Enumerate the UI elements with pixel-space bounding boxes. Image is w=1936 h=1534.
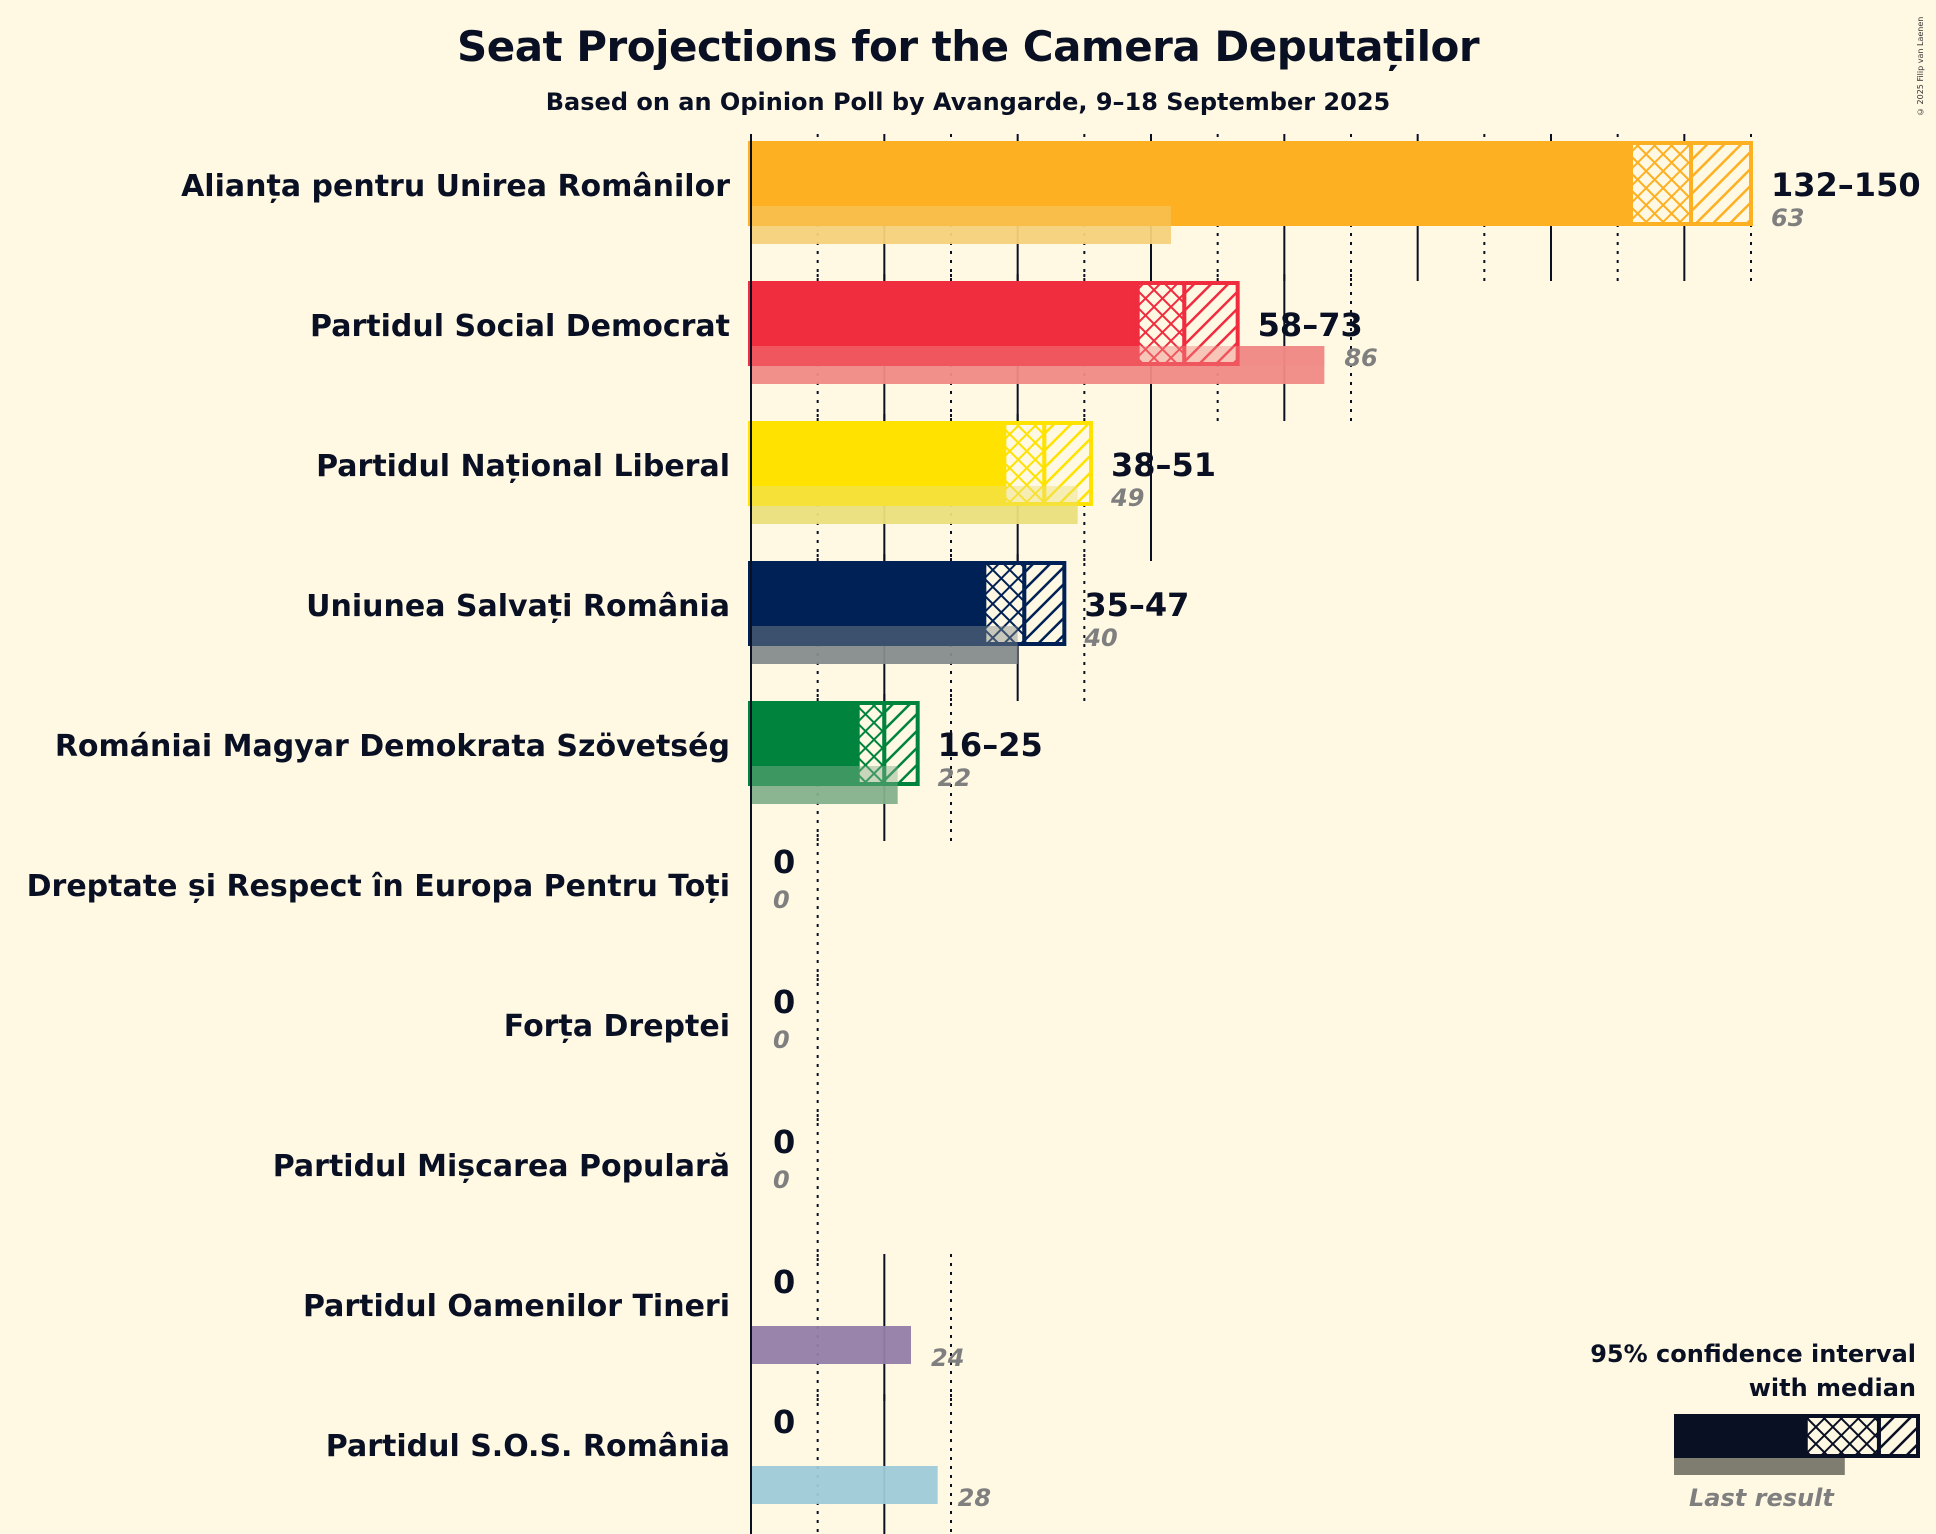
- ci-upper-hatch: [1182, 281, 1240, 366]
- party-label: Uniunea Salvați România: [306, 589, 730, 624]
- range-label: 0: [773, 1123, 795, 1161]
- range-label: 38–51: [1111, 446, 1216, 484]
- party-label: Partidul Național Liberal: [316, 449, 730, 484]
- last-result-bar: [751, 1466, 938, 1504]
- last-result-label: 63: [1771, 204, 1804, 232]
- range-label: 0: [773, 843, 795, 881]
- party-label: Forța Dreptei: [504, 1009, 730, 1044]
- labels: Alianța pentru Unirea Românilor 132–15063…: [27, 166, 1921, 1512]
- ci-lower-crosshatch: [1629, 141, 1693, 226]
- chart-subtitle: Based on an Opinion Poll by Avangarde, 9…: [545, 88, 1391, 116]
- party-label: Dreptate și Respect în Europa Pentru Toț…: [27, 869, 730, 904]
- ci-lower-crosshatch: [855, 701, 887, 786]
- last-result-bar: [751, 1326, 911, 1364]
- range-label: 58–73: [1258, 306, 1363, 344]
- legend-crosshatch: [1803, 1414, 1881, 1458]
- last-result-overlay: [751, 206, 1171, 226]
- range-label: 0: [773, 1403, 795, 1441]
- legend-hatch: [1876, 1414, 1920, 1458]
- legend-last-result-label: Last result: [1689, 1484, 1835, 1512]
- last-result-label: 86: [1344, 344, 1377, 372]
- last-result-label: 24: [931, 1344, 964, 1372]
- range-label: 16–25: [938, 726, 1043, 764]
- legend: 95% confidence interval with median Last r…: [1590, 1340, 1920, 1512]
- last-result-label: 0: [773, 1026, 790, 1054]
- last-result-label: 28: [958, 1484, 991, 1512]
- last-result-label: 49: [1110, 484, 1144, 512]
- ci-upper-hatch: [882, 701, 920, 786]
- ci-solid-bar: [748, 141, 1631, 226]
- legend-title-line1: 95% confidence interval: [1590, 1340, 1916, 1368]
- range-label: 0: [773, 983, 795, 1021]
- last-result-label: 22: [938, 764, 971, 792]
- party-label: Partidul Mișcarea Populară: [273, 1149, 730, 1184]
- ci-upper-hatch: [1022, 561, 1067, 646]
- legend-solid-bar: [1674, 1414, 1806, 1458]
- last-result-overlay: [751, 486, 1078, 506]
- ci-lower-crosshatch: [1135, 281, 1187, 366]
- range-label: 132–150: [1771, 166, 1921, 204]
- ci-solid-bar: [748, 421, 1005, 506]
- last-result-overlay: [751, 766, 898, 786]
- party-label: Partidul Social Democrat: [310, 309, 730, 344]
- legend-last-result-bar: [1674, 1458, 1845, 1475]
- ci-solid-bar: [748, 561, 985, 646]
- last-result-label: 0: [773, 1166, 790, 1194]
- range-label: 35–47: [1084, 586, 1189, 624]
- last-result-label: 0: [773, 886, 790, 914]
- ci-solid-bar: [748, 281, 1138, 366]
- bars: [748, 141, 1753, 1504]
- last-result-label: 40: [1083, 624, 1117, 652]
- legend-title-line2: with median: [1749, 1374, 1916, 1402]
- ci-solid-bar: [748, 701, 858, 786]
- last-result-overlay: [751, 626, 1018, 646]
- range-label: 0: [773, 1263, 795, 1301]
- party-label: Alianța pentru Unirea Românilor: [181, 169, 730, 204]
- ci-upper-hatch: [1689, 141, 1753, 226]
- chart-title: Seat Projections for the Camera Deputați…: [456, 22, 1480, 71]
- ci-lower-crosshatch: [1002, 421, 1047, 506]
- party-label: Partidul Oamenilor Tineri: [303, 1289, 730, 1324]
- party-label: Romániai Magyar Demokrata Szövetség: [55, 729, 730, 764]
- last-result-overlay: [751, 346, 1325, 366]
- ci-upper-hatch: [1042, 421, 1094, 506]
- party-label: Partidul S.O.S. România: [326, 1429, 730, 1464]
